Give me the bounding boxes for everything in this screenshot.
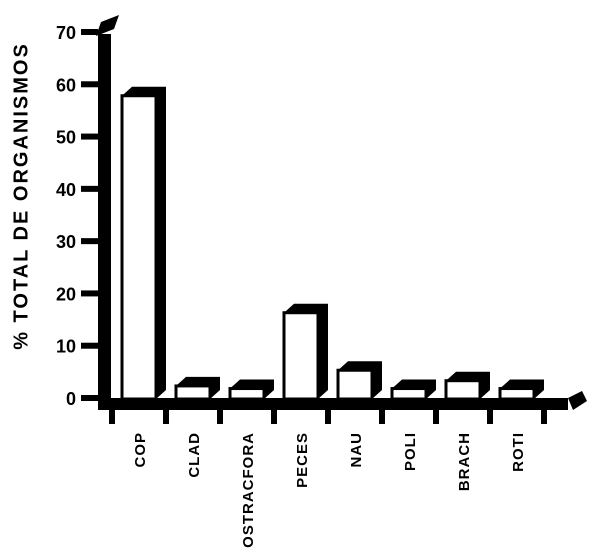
x-axis-line xyxy=(98,398,568,410)
bar-clad xyxy=(174,384,212,401)
bar-ostracfora xyxy=(228,387,266,401)
x-category-label-clad: CLAD xyxy=(186,432,203,478)
y-tick-label: 70 xyxy=(56,23,76,43)
x-tick xyxy=(541,410,547,424)
x-category-label-ostracfora: OSTRACFORA xyxy=(240,432,257,548)
x-tick xyxy=(271,410,277,424)
bar-shadow-clad xyxy=(176,376,220,399)
x-tick xyxy=(163,410,169,424)
x-tick xyxy=(433,410,439,424)
x-category-label-poli: POLI xyxy=(402,432,419,471)
x-tick xyxy=(109,410,115,424)
x-category-label-roti: ROTI xyxy=(510,432,527,472)
bar-cop xyxy=(120,94,158,401)
y-tick-label: 50 xyxy=(56,128,76,148)
y-axis-line xyxy=(98,34,111,410)
bar-brach xyxy=(444,379,482,401)
bar-peces xyxy=(282,311,320,401)
y-tick-label: 30 xyxy=(56,232,76,252)
x-tick xyxy=(217,410,223,424)
y-tick-label: 10 xyxy=(56,337,76,357)
x-axis-end-cap xyxy=(568,391,587,410)
y-axis-end-cap xyxy=(96,15,119,36)
bar-nau xyxy=(336,368,374,401)
y-tick xyxy=(81,29,98,35)
y-tick-label: 0 xyxy=(66,389,76,409)
y-tick xyxy=(81,395,98,401)
bar-shadow-brach xyxy=(446,371,490,399)
bar-shadow-poli xyxy=(392,379,436,399)
y-tick xyxy=(81,81,98,88)
bar-shadow-roti xyxy=(500,379,544,399)
y-tick-label: 40 xyxy=(56,180,76,200)
bar-roti xyxy=(498,387,536,401)
y-tick-label: 60 xyxy=(56,75,76,95)
x-tick xyxy=(487,410,493,424)
x-category-label-peces: PECES xyxy=(294,432,311,488)
y-tick xyxy=(81,238,98,245)
x-tick xyxy=(325,410,331,424)
y-tick-label: 20 xyxy=(56,284,76,304)
x-category-label-cop: COP xyxy=(132,432,149,468)
bar-poli xyxy=(390,387,428,401)
y-tick xyxy=(81,133,98,140)
x-category-label-brach: BRACH xyxy=(456,432,473,491)
y-tick xyxy=(81,185,98,192)
y-tick xyxy=(81,342,98,349)
x-tick xyxy=(379,410,385,424)
bar-shadow-ostracfora xyxy=(230,379,274,399)
y-tick xyxy=(81,290,98,297)
x-category-label-nau: NAU xyxy=(348,432,365,468)
